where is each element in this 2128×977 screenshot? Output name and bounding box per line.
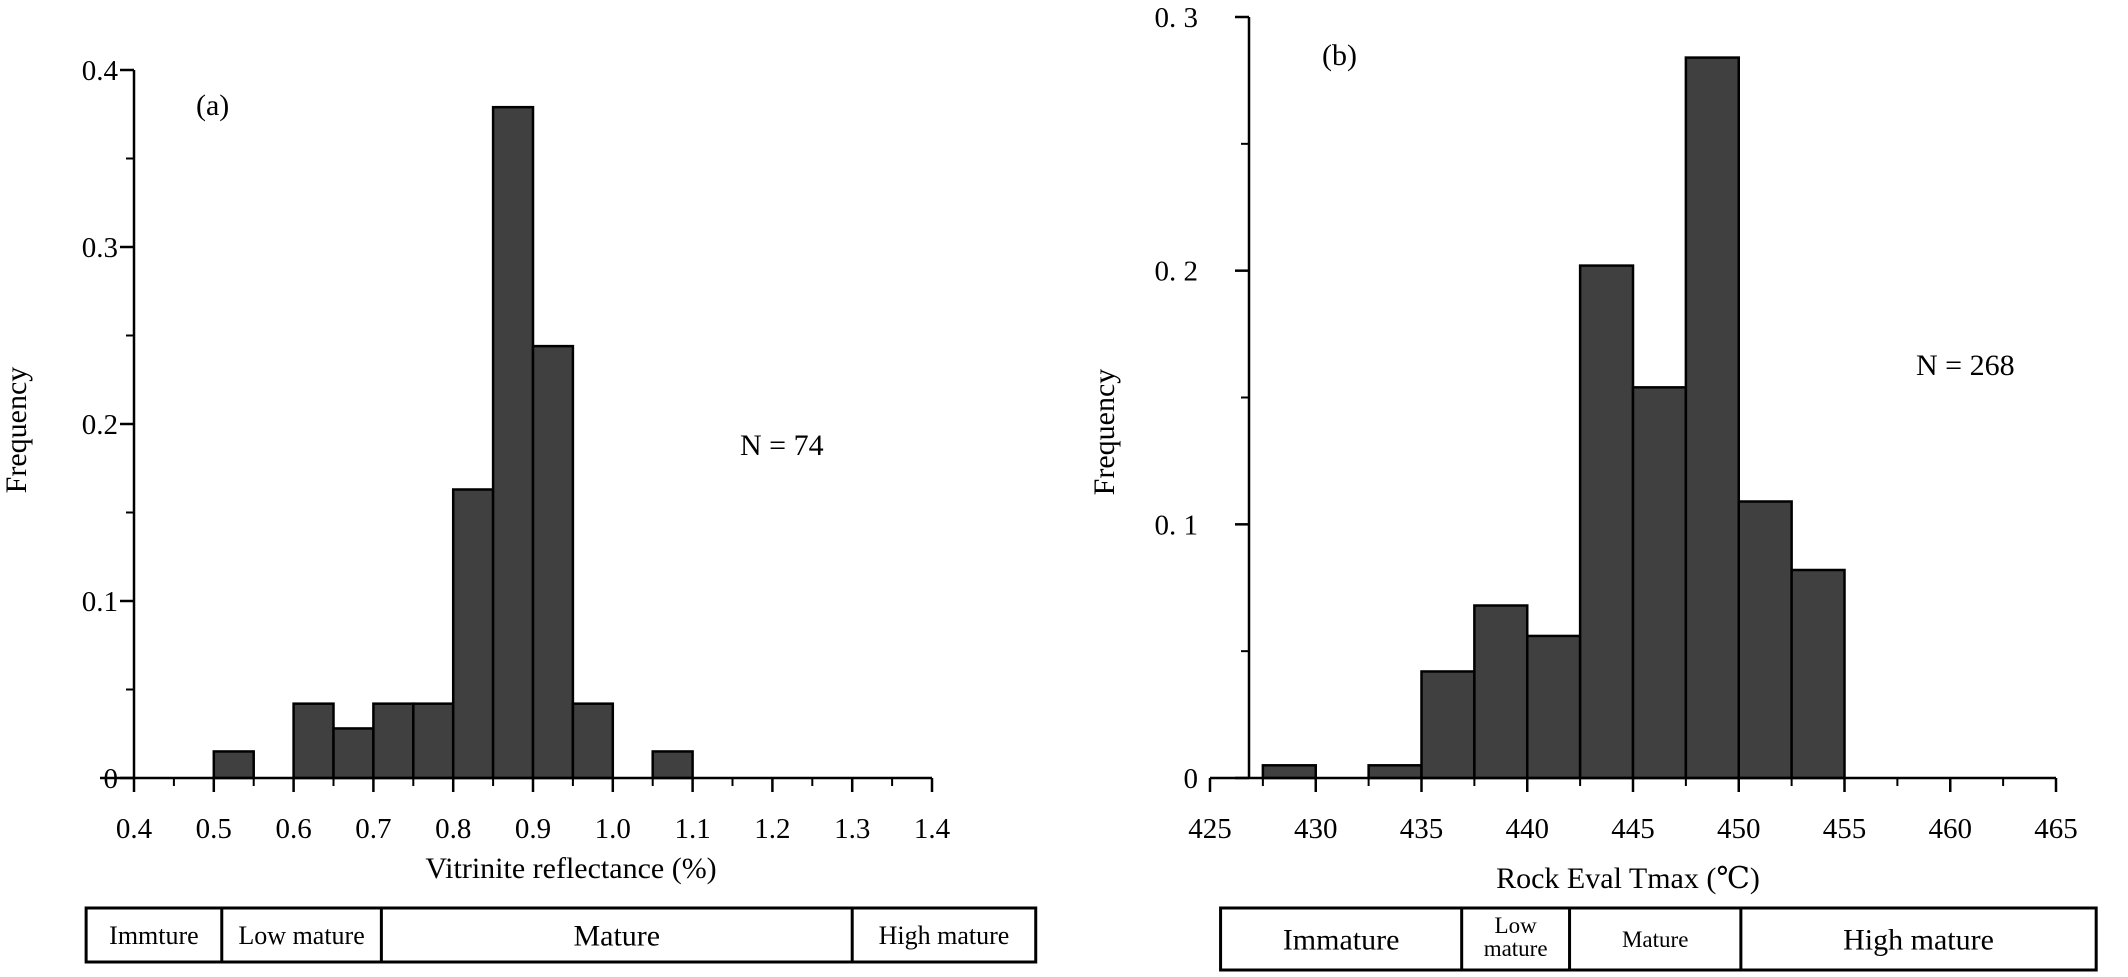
panel-a-bars — [212, 105, 694, 780]
panel-a: 0.4 0.5 0.6 0.7 0.8 0.9 1.0 1.1 1.2 1.3 1.4 0 0.1 0.2… — [0, 55, 1038, 964]
panel-b-maturity-bar: Immature Low mature Mature High mature — [1219, 906, 2098, 972]
panel-b-y-axis-title: Frequency — [1088, 369, 1121, 496]
panel-b-x-axis-title: Rock Eval Tmax (℃) — [1496, 862, 1760, 895]
panel-a-x-tick-label: 1.1 — [674, 813, 710, 845]
panel-b-x-tick-label: 455 — [1823, 813, 1867, 845]
panel-b-y-tick-label: 0. 2 — [1155, 256, 1199, 288]
panel-b-bar — [1684, 56, 1740, 780]
panel-a-bar — [332, 727, 375, 780]
panel-a-maturity-zone-label: Low mature — [238, 921, 364, 950]
panel-a-ticks: 0.4 0.5 0.6 0.7 0.8 0.9 1.0 1.1 1.2 1.3 1.4 0 0.1 0.2… — [82, 55, 951, 845]
panel-a-x-tick-label: 0.9 — [515, 813, 551, 845]
panel-a-maturity-zone-label: Immture — [109, 921, 199, 950]
panel-b-bar — [1526, 634, 1582, 780]
panel-b-bar — [1631, 386, 1688, 780]
panel-b-label: (b) — [1322, 39, 1357, 72]
panel-b-maturity-zone-label: High mature — [1843, 924, 1994, 957]
panel-b-bar — [1737, 500, 1793, 780]
panel-a-bar — [451, 488, 495, 780]
panel-a-x-tick-label: 1.4 — [914, 813, 951, 845]
panel-a-maturity-zone-label: Mature — [573, 920, 660, 953]
panel-b-x-tick-label: 460 — [1929, 813, 1973, 845]
panel-a-x-tick-label: 1.3 — [834, 813, 870, 845]
panel-a-maturity-frame — [84, 906, 1038, 964]
panel-a-x-tick-label: 0.5 — [196, 813, 232, 845]
panel-a-label: (a) — [196, 89, 229, 122]
panel-a-x-tick-label: 1.2 — [754, 813, 790, 845]
panel-b-maturity-zone-label: Mature — [1622, 927, 1688, 952]
panel-a-y-tick-label: 0.4 — [82, 55, 119, 87]
panel-a-bar — [651, 750, 694, 780]
panel-b-x-tick-label: 445 — [1611, 813, 1655, 845]
panel-b-bars — [1261, 56, 1846, 780]
panel-a-maturity-zone-label: High mature — [879, 921, 1010, 950]
panel-b-x-tick-label: 430 — [1294, 813, 1338, 845]
panel-a-x-tick-label: 0.8 — [435, 813, 471, 845]
panel-b-ticks: 425 430 435 440 445 450 455 460 465 0 0. 1 0. 2 0. 3 — [1155, 2, 2078, 845]
panel-a-n-annotation: N = 74 — [740, 429, 824, 462]
panel-b-x-tick-label: 465 — [2034, 813, 2078, 845]
panel-b-bar — [1473, 604, 1529, 780]
panel-b-y-tick-label: 0. 1 — [1155, 509, 1199, 541]
panel-b-bar — [1578, 264, 1635, 780]
panel-b-x-tick-label: 425 — [1188, 813, 1232, 845]
panel-a-maturity-bar: Immture Low mature Mature High mature — [84, 906, 1038, 964]
panel-a-x-tick-label: 0.4 — [116, 813, 153, 845]
panel-a-bar — [212, 750, 255, 780]
panel-b-y-tick-label: 0. 3 — [1155, 2, 1199, 34]
panel-a-y-tick-label: 0.1 — [82, 586, 118, 618]
panel-b-x-tick-label: 435 — [1400, 813, 1444, 845]
panel-a-y-tick-label: 0.2 — [82, 409, 118, 441]
panel-a-bar — [292, 702, 335, 780]
panel-a-bar — [412, 702, 455, 780]
panel-b: 425 430 435 440 445 450 455 460 465 0 0. 1 0. 2 0. 3… — [1088, 2, 2098, 972]
panel-a-x-tick-label: 0.6 — [275, 813, 311, 845]
panel-b-n-annotation: N = 268 — [1916, 349, 2015, 382]
panel-a-y-tick-label: 0.3 — [82, 232, 118, 264]
panel-b-bar — [1367, 764, 1423, 780]
panel-b-maturity-zone-label: Immature — [1283, 924, 1400, 957]
panel-a-bar — [491, 105, 535, 780]
panel-b-bar — [1261, 764, 1317, 780]
panel-a-bar — [531, 344, 575, 780]
panel-a-x-tick-label: 0.7 — [355, 813, 391, 845]
panel-a-x-tick-label: 1.0 — [595, 813, 631, 845]
panel-a-x-axis-title: Vitrinite reflectance (%) — [425, 852, 716, 885]
panel-a-y-axis-title: Frequency — [0, 367, 33, 494]
panel-b-bar — [1420, 670, 1476, 780]
panel-a-bar — [372, 702, 415, 780]
panel-b-y-tick-label: 0 — [1184, 763, 1199, 795]
panel-b-bar — [1790, 568, 1846, 780]
panel-b-maturity-frame — [1219, 906, 2098, 972]
panel-b-x-tick-label: 440 — [1506, 813, 1550, 845]
panel-a-bar — [571, 702, 615, 780]
panel-b-x-tick-label: 450 — [1717, 813, 1761, 845]
panel-b-maturity-zone-label: Low mature — [1484, 913, 1548, 961]
panel-a-y-tick-label: 0 — [104, 763, 119, 795]
